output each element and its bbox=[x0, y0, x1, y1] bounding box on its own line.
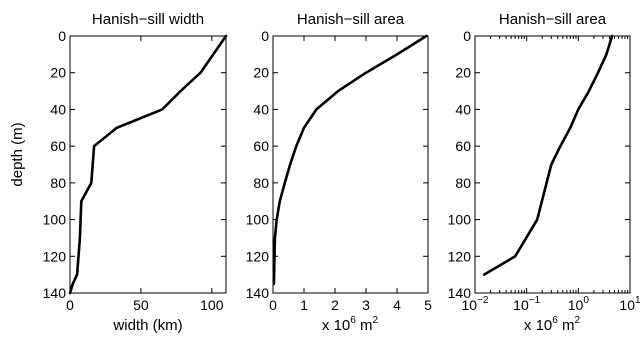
y-tick-label: 60 bbox=[455, 138, 471, 154]
series-line bbox=[482, 34, 614, 276]
x-label-prefix: x 10 bbox=[524, 317, 552, 334]
y-tick-label: 40 bbox=[455, 101, 471, 117]
y-tick-label: 140 bbox=[246, 285, 270, 301]
x-label-unit-exponent: 2 bbox=[373, 315, 379, 326]
y-tick-label: 0 bbox=[261, 28, 269, 44]
x-axis-label: x 106 m2 bbox=[322, 315, 379, 334]
chart-title: Hanish−sill area bbox=[297, 11, 405, 28]
y-tick-label: 20 bbox=[455, 65, 471, 81]
x-tick-base: 10 bbox=[462, 297, 478, 313]
series-line bbox=[272, 34, 428, 286]
y-tick-label: 0 bbox=[463, 28, 471, 44]
x-tick-label: 1 bbox=[300, 297, 308, 313]
y-tick-label: 120 bbox=[246, 248, 270, 264]
y-tick-label: 120 bbox=[43, 248, 67, 264]
x-tick-label: 10−2 bbox=[462, 295, 489, 313]
y-axis-label: depth (m) bbox=[9, 122, 26, 186]
x-tick-label: 10−1 bbox=[513, 295, 540, 313]
y-tick-label: 60 bbox=[50, 138, 66, 154]
x-label-prefix: x 10 bbox=[322, 317, 350, 334]
y-tick-label: 20 bbox=[253, 65, 269, 81]
x-tick-label: 100 bbox=[568, 295, 590, 313]
x-tick-label: 101 bbox=[619, 295, 641, 313]
y-tick-label: 100 bbox=[246, 212, 270, 228]
plot-frame bbox=[272, 35, 429, 294]
x-tick-exponent: −2 bbox=[477, 295, 489, 306]
plot-frame bbox=[474, 35, 631, 294]
series-line bbox=[68, 34, 228, 295]
x-label-unit-exponent: 2 bbox=[575, 315, 581, 326]
x-label-exponent: 6 bbox=[552, 315, 558, 326]
plot-frame bbox=[69, 35, 227, 294]
x-axis-label: width (km) bbox=[112, 317, 182, 334]
y-tick-label: 20 bbox=[50, 65, 66, 81]
chart-title: Hanish−sill width bbox=[92, 11, 204, 28]
chart-title: Hanish−sill area bbox=[499, 11, 607, 28]
x-tick-label: 5 bbox=[424, 297, 432, 313]
x-tick-label: 2 bbox=[331, 297, 339, 313]
x-tick-base: 10 bbox=[513, 297, 529, 313]
x-tick-exponent: 1 bbox=[635, 295, 641, 306]
x-tick-exponent: −1 bbox=[529, 295, 541, 306]
x-tick-label: 4 bbox=[393, 297, 401, 313]
y-tick-label: 120 bbox=[448, 248, 472, 264]
x-tick-label: 0 bbox=[269, 297, 277, 313]
x-label-unit: m bbox=[356, 317, 373, 334]
x-tick-label: 50 bbox=[133, 297, 149, 313]
y-tick-label: 40 bbox=[50, 101, 66, 117]
x-tick-label: 100 bbox=[200, 297, 224, 313]
y-tick-label: 60 bbox=[253, 138, 269, 154]
y-tick-label: 80 bbox=[253, 175, 269, 191]
x-label-exponent: 6 bbox=[350, 315, 356, 326]
y-tick-label: 80 bbox=[455, 175, 471, 191]
y-tick-label: 140 bbox=[43, 285, 67, 301]
x-tick-base: 10 bbox=[568, 297, 584, 313]
x-tick-label: 3 bbox=[362, 297, 370, 313]
x-label-unit: m bbox=[558, 317, 575, 334]
y-tick-label: 0 bbox=[58, 28, 66, 44]
y-tick-label: 100 bbox=[448, 212, 472, 228]
y-tick-label: 80 bbox=[50, 175, 66, 191]
y-tick-label: 100 bbox=[43, 212, 67, 228]
x-axis-label: x 106 m2 bbox=[524, 315, 581, 334]
x-tick-base: 10 bbox=[619, 297, 635, 313]
y-tick-label: 40 bbox=[253, 101, 269, 117]
x-tick-label: 0 bbox=[66, 297, 74, 313]
y-tick-label: 140 bbox=[448, 285, 472, 301]
x-tick-exponent: 0 bbox=[583, 295, 589, 306]
